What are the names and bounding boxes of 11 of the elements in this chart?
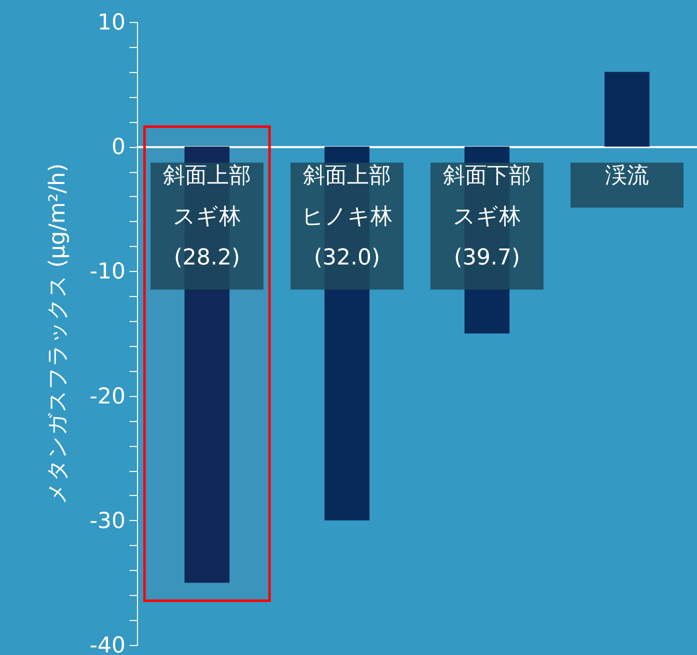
x-tick-label: 渓流 (605, 164, 649, 189)
y-axis-title: メタンガスフラックス (μg/m²/h) (46, 163, 71, 505)
x-tick-label: 斜面上部スギ林(28.2) (163, 164, 251, 271)
y-tick-label: -30 (90, 508, 126, 534)
y-tick-label: -10 (90, 260, 126, 285)
y-tick-label: -40 (90, 634, 126, 655)
y-tick-label: 0 (112, 135, 126, 160)
x-tick-label: 斜面下部スギ林(39.7) (443, 164, 531, 271)
x-tick-label: 斜面上部ヒノキ林(32.0) (302, 164, 392, 271)
y-tick-label: 10 (98, 10, 126, 36)
y-tick-label: -20 (90, 384, 126, 410)
